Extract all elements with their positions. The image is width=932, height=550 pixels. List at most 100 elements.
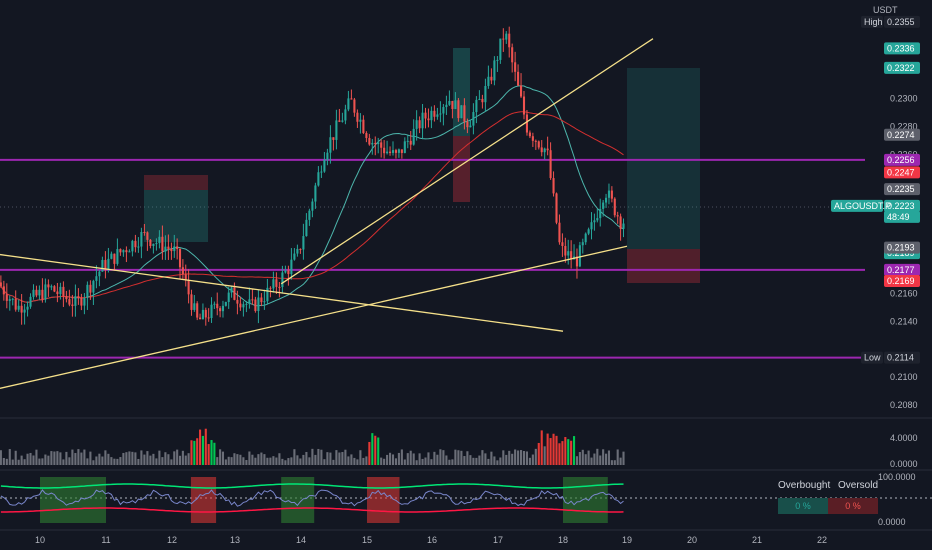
- low-label: Low: [864, 353, 881, 363]
- volume-bar: [184, 455, 187, 465]
- candle-body: [38, 289, 41, 296]
- volume-bar: [442, 450, 445, 465]
- volume-bar: [284, 460, 287, 465]
- symbol-tag: ALGOUSDT.P: [834, 201, 891, 211]
- candle-body: [552, 178, 555, 194]
- candle-body: [481, 98, 484, 103]
- volume-bar: [233, 453, 236, 465]
- candle-body: [602, 202, 605, 209]
- volume-bar: [80, 452, 83, 465]
- volume-bar: [302, 454, 305, 465]
- price-tag-bg: [884, 42, 920, 55]
- candle-body: [508, 33, 511, 48]
- volume-bar: [65, 451, 68, 465]
- volume-bar: [496, 460, 499, 465]
- price-tag: 0.2177: [887, 265, 915, 275]
- candle-body: [415, 120, 418, 129]
- trendline: [0, 245, 628, 389]
- volume-bar: [230, 457, 233, 465]
- candle-body: [368, 138, 371, 145]
- volume-bar: [116, 458, 119, 465]
- volume-bar: [53, 451, 56, 465]
- volume-bar: [377, 437, 380, 465]
- candle-body: [484, 85, 487, 103]
- volume-bar: [575, 456, 579, 465]
- candle-body: [14, 298, 17, 310]
- volume-bar: [83, 449, 86, 465]
- candle-body: [302, 236, 305, 250]
- candle-body: [344, 109, 347, 121]
- volume-bar: [433, 451, 436, 465]
- candle-body: [581, 242, 584, 246]
- volume-bar: [344, 449, 347, 465]
- price-tag-bg: [884, 275, 920, 288]
- candle-body: [119, 249, 122, 253]
- candle-body: [216, 303, 219, 309]
- time-tick-label: 16: [427, 535, 437, 545]
- candle-body: [613, 198, 616, 216]
- oscillator-zone: [563, 477, 608, 523]
- candle-body: [65, 296, 68, 300]
- candle-body: [543, 148, 546, 153]
- candle-body: [143, 232, 146, 234]
- candle-body: [564, 246, 567, 256]
- candle-body: [308, 210, 311, 220]
- candle-body: [101, 259, 104, 272]
- candle-body: [236, 299, 239, 304]
- candle-body: [320, 171, 323, 173]
- low-label-bg: [861, 351, 883, 364]
- candle-body: [128, 251, 131, 253]
- volume-bar: [216, 457, 219, 465]
- candle-body: [173, 246, 176, 252]
- candle-body: [26, 306, 29, 310]
- candle-body: [32, 289, 35, 297]
- time-tick-label: 19: [622, 535, 632, 545]
- low-value-bg: [884, 351, 920, 364]
- volume-bar: [540, 430, 543, 465]
- volume-bar: [460, 450, 463, 465]
- candle-body: [359, 119, 362, 122]
- candle-body: [95, 276, 98, 281]
- candle-body: [457, 100, 460, 119]
- candle-body: [284, 270, 287, 273]
- candle-body: [445, 104, 448, 108]
- position-zone: [144, 190, 208, 242]
- candle-body: [511, 47, 514, 63]
- volume-bar: [362, 457, 365, 465]
- volume-bar: [341, 452, 344, 465]
- volume-bar: [353, 457, 356, 465]
- candle-body: [187, 280, 190, 295]
- oscillator-lower-band: [0, 507, 624, 513]
- volume-bar: [38, 458, 41, 465]
- candle-body: [207, 317, 210, 319]
- volume-bar: [323, 459, 326, 465]
- volume-bar: [622, 451, 625, 465]
- high-label: High: [864, 17, 883, 27]
- volume-bar: [89, 451, 92, 465]
- candle-body: [514, 62, 517, 72]
- price-tick-label: 0.2300: [890, 94, 918, 104]
- volume-bar: [487, 458, 490, 465]
- volume-bar: [610, 460, 613, 465]
- price-tick-label: 0.2080: [890, 400, 918, 410]
- candle-body: [555, 193, 558, 223]
- candle-body: [0, 282, 2, 287]
- price-tick-label: 0.2100: [890, 372, 918, 382]
- volume-bar: [397, 452, 400, 465]
- volume-bar: [20, 455, 23, 465]
- candle-body: [418, 120, 421, 129]
- candle-body: [199, 317, 202, 320]
- volume-bar: [113, 458, 116, 465]
- volume-bar: [391, 454, 395, 465]
- volume-bar: [332, 459, 335, 465]
- volume-bar: [584, 454, 587, 465]
- volume-bar: [546, 433, 549, 465]
- volume-bar: [167, 454, 170, 465]
- volume-bar: [599, 455, 602, 465]
- candle-body: [89, 284, 92, 293]
- candle-body: [146, 232, 149, 240]
- volume-bar: [406, 453, 409, 465]
- volume-bar: [421, 458, 424, 465]
